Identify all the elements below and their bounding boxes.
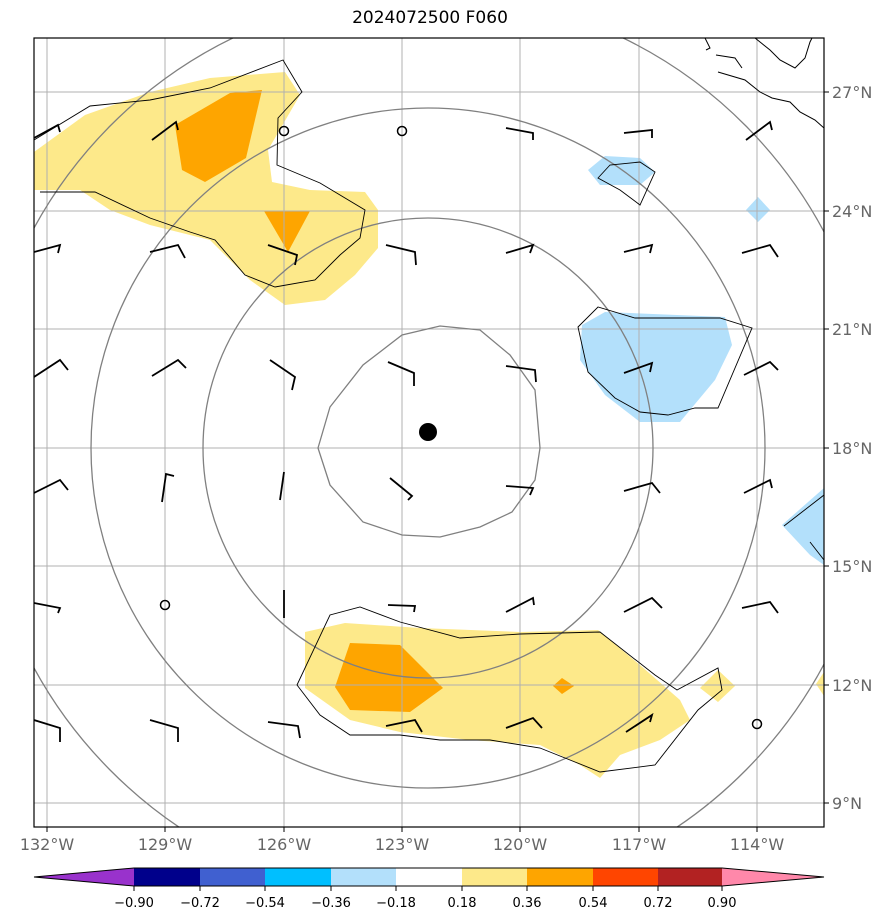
- colorbar-segment: [200, 868, 265, 886]
- contour-lines: [34, 59, 824, 773]
- colorbar-segment: [396, 868, 462, 886]
- strong-anomaly-fill: [175, 90, 574, 712]
- lon-label: 120°W: [493, 835, 548, 854]
- colorbar-extend-high: [722, 868, 824, 886]
- colorbar: −0.90 −0.72 −0.54 −0.36 −0.18 0.18 0.36 …: [33, 867, 825, 911]
- lon-label: 132°W: [20, 835, 75, 854]
- colorbar-tick-label: 0.18: [448, 896, 477, 911]
- calm-wind-circles: [159, 125, 763, 730]
- colorbar-tick-label: 0.36: [513, 896, 542, 911]
- map-title: 2024072500 F060: [352, 8, 508, 28]
- latitude-labels: 27°N 24°N 21°N 18°N 15°N 12°N 9°N: [832, 83, 872, 813]
- wind-barbs: [34, 120, 779, 742]
- colorbar-segment: [265, 868, 331, 886]
- colorbar-tick-label: 0.90: [708, 896, 737, 911]
- lat-label: 12°N: [832, 676, 872, 695]
- lon-label: 117°W: [612, 835, 667, 854]
- lat-label: 18°N: [832, 439, 872, 458]
- colorbar-segment: [462, 868, 527, 886]
- colorbar-tick-label: −0.72: [180, 896, 220, 911]
- lon-label: 123°W: [375, 835, 430, 854]
- lat-label: 15°N: [832, 557, 872, 576]
- storm-center-dot: [419, 423, 437, 441]
- colorbar-segment: [658, 868, 724, 886]
- colorbar-segment: [527, 868, 593, 886]
- colorbar-segment: [331, 868, 396, 886]
- map-frame: [33, 37, 825, 828]
- negative-anomaly-fill: [580, 156, 824, 565]
- colorbar-tick-label: 0.54: [579, 896, 608, 911]
- graticule: [34, 38, 824, 827]
- coastline: [704, 38, 824, 129]
- lon-label: 114°W: [730, 835, 785, 854]
- colorbar-tick-label: −0.90: [114, 896, 154, 911]
- range-rings: [34, 38, 824, 827]
- axis-ticks: [46, 91, 829, 832]
- colorbar-tick-label: −0.18: [376, 896, 416, 911]
- colorbar-segment: [593, 868, 658, 886]
- lon-label: 126°W: [257, 835, 312, 854]
- lat-label: 27°N: [832, 83, 872, 102]
- colorbar-tick-label: −0.54: [245, 896, 285, 911]
- colorbar-segment: [134, 868, 200, 886]
- lon-label: 129°W: [138, 835, 193, 854]
- lat-label: 21°N: [832, 320, 872, 339]
- colorbar-extend-low: [34, 868, 134, 886]
- lat-label: 9°N: [832, 794, 862, 813]
- longitude-labels: 132°W 129°W 126°W 123°W 120°W 117°W 114°…: [20, 835, 785, 854]
- lat-label: 24°N: [832, 202, 872, 221]
- colorbar-tick-label: 0.72: [644, 896, 673, 911]
- colorbar-tick-label: −0.36: [311, 896, 351, 911]
